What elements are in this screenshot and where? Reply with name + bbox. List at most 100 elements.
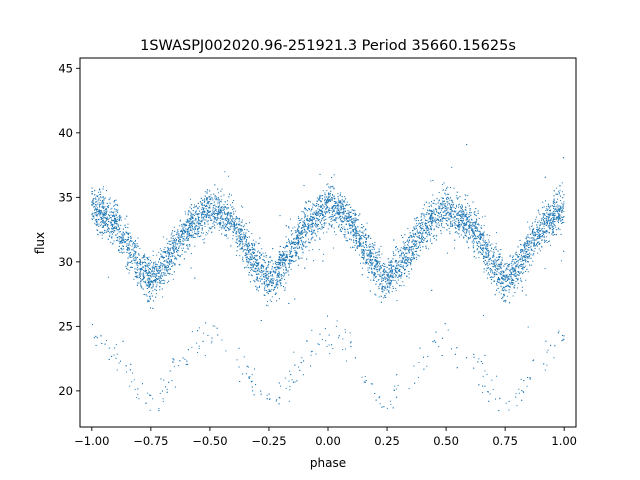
data-point — [97, 195, 99, 197]
data-point — [171, 256, 173, 258]
data-point — [99, 215, 101, 217]
data-point — [145, 268, 147, 270]
data-point — [512, 267, 514, 269]
data-point — [254, 255, 256, 257]
data-point — [402, 266, 404, 268]
data-point — [243, 224, 245, 226]
data-point — [464, 214, 466, 216]
data-point — [508, 275, 510, 277]
data-point — [178, 250, 180, 252]
data-point — [258, 263, 260, 265]
data-point — [295, 260, 297, 262]
data-point — [190, 214, 192, 216]
data-point — [355, 234, 357, 236]
data-point — [397, 384, 399, 386]
data-point — [441, 198, 443, 200]
data-point — [285, 244, 287, 246]
data-point — [230, 221, 232, 223]
data-point — [241, 221, 243, 223]
data-point — [533, 234, 535, 236]
data-point — [269, 299, 271, 301]
data-point — [366, 222, 368, 224]
data-point — [555, 207, 557, 209]
data-point — [241, 240, 243, 242]
data-point — [447, 197, 449, 199]
data-point — [543, 225, 545, 227]
data-point — [114, 203, 116, 205]
data-point — [476, 242, 478, 244]
data-point — [451, 224, 453, 226]
data-point — [94, 212, 96, 214]
data-point — [169, 243, 171, 245]
data-point — [543, 230, 545, 232]
data-point — [173, 246, 175, 248]
data-point — [500, 293, 502, 295]
data-point — [448, 227, 450, 229]
data-point — [514, 258, 516, 260]
data-point — [158, 251, 160, 253]
data-point — [135, 273, 137, 275]
data-point — [423, 229, 425, 231]
data-point — [520, 378, 522, 380]
data-point — [128, 237, 130, 239]
data-point — [553, 357, 555, 359]
data-point — [159, 267, 161, 269]
data-point — [405, 242, 407, 244]
data-point — [328, 207, 330, 209]
data-point — [460, 207, 462, 209]
data-point — [472, 243, 474, 245]
data-point — [537, 231, 539, 233]
data-point — [546, 209, 548, 211]
data-point — [318, 216, 320, 218]
data-point — [251, 255, 253, 257]
data-point — [442, 207, 444, 209]
data-point — [164, 280, 166, 282]
data-point — [536, 242, 538, 244]
data-point — [487, 277, 489, 279]
data-point — [233, 229, 235, 231]
data-point — [466, 216, 468, 218]
data-point — [320, 228, 322, 230]
data-point — [148, 301, 150, 303]
data-point — [226, 200, 228, 202]
data-point — [184, 211, 186, 213]
data-point — [431, 215, 433, 217]
data-point — [408, 250, 410, 252]
data-point — [559, 229, 561, 231]
data-point — [456, 195, 458, 197]
data-point — [520, 261, 522, 263]
data-point — [402, 257, 404, 259]
data-point — [120, 237, 122, 239]
data-point — [221, 213, 223, 215]
data-point — [198, 224, 200, 226]
data-point — [194, 212, 196, 214]
data-point — [380, 265, 382, 267]
data-point — [265, 276, 267, 278]
data-point — [476, 245, 478, 247]
data-point — [137, 266, 139, 268]
data-point — [386, 273, 388, 275]
data-point — [306, 246, 308, 248]
data-point — [121, 234, 123, 236]
data-point — [534, 234, 536, 236]
data-point — [475, 227, 477, 229]
data-point — [472, 240, 474, 242]
data-point — [518, 388, 520, 390]
data-point — [327, 211, 329, 213]
data-point — [398, 260, 400, 262]
data-point — [112, 230, 114, 232]
data-point — [363, 250, 365, 252]
data-point — [426, 225, 428, 227]
data-point — [551, 214, 553, 216]
data-point — [394, 385, 396, 387]
data-point — [301, 244, 303, 246]
data-point — [530, 226, 532, 228]
data-point — [107, 221, 109, 223]
data-point — [307, 223, 309, 225]
data-point — [542, 230, 544, 232]
data-point — [441, 215, 443, 217]
data-point — [370, 383, 372, 385]
data-point — [368, 249, 370, 251]
data-point — [201, 213, 203, 215]
chart-title: 1SWASPJ002020.96-251921.3 Period 35660.1… — [140, 38, 516, 54]
